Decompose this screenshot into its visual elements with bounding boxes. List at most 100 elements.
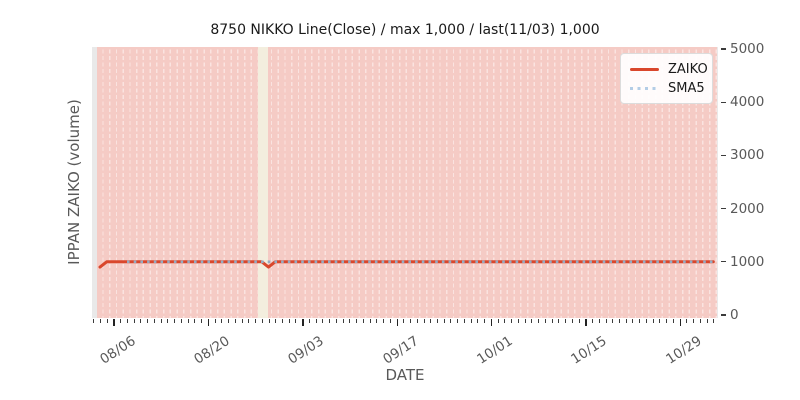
x-minor-tick-mark bbox=[706, 319, 708, 323]
y-tick-label: 5000 bbox=[730, 41, 765, 57]
x-minor-tick-mark bbox=[349, 319, 351, 323]
x-minor-tick-mark bbox=[160, 319, 162, 323]
x-minor-tick-mark bbox=[167, 319, 169, 323]
x-tick-label: 10/01 bbox=[474, 333, 516, 368]
y-tick-label: 4000 bbox=[730, 94, 765, 111]
x-minor-tick-mark bbox=[437, 319, 438, 323]
x-minor-tick-mark bbox=[645, 319, 647, 323]
x-major-tick-mark bbox=[113, 319, 115, 326]
x-minor-tick-mark bbox=[268, 319, 270, 323]
x-minor-tick-mark bbox=[463, 319, 465, 323]
x-minor-tick-mark bbox=[335, 319, 337, 323]
x-minor-tick-mark bbox=[120, 319, 122, 323]
x-minor-tick-mark bbox=[126, 319, 128, 323]
x-minor-tick-mark bbox=[416, 319, 418, 323]
x-minor-tick-mark bbox=[261, 319, 263, 323]
x-minor-tick-mark bbox=[632, 319, 634, 323]
x-minor-tick-mark bbox=[666, 319, 668, 323]
x-minor-tick-mark bbox=[180, 319, 182, 323]
x-minor-tick-mark bbox=[484, 319, 486, 323]
x-minor-tick-mark bbox=[693, 319, 695, 323]
x-minor-tick-mark bbox=[477, 319, 479, 323]
x-major-tick-mark bbox=[490, 319, 493, 326]
x-minor-tick-mark bbox=[383, 319, 385, 323]
x-minor-tick-mark bbox=[228, 319, 230, 323]
x-minor-tick-mark bbox=[275, 319, 277, 323]
x-minor-tick-mark bbox=[699, 319, 701, 323]
legend: ZAIKO SMA5 bbox=[620, 53, 713, 104]
x-minor-tick-mark bbox=[322, 319, 324, 323]
x-minor-tick-mark bbox=[517, 319, 519, 323]
zaiko-line-swatch-icon bbox=[630, 68, 659, 71]
x-minor-tick-mark bbox=[362, 319, 364, 323]
x-minor-tick-mark bbox=[376, 319, 378, 323]
x-minor-tick-mark bbox=[551, 319, 553, 323]
x-minor-tick-mark bbox=[558, 319, 560, 323]
daily-volume-bars bbox=[96, 47, 717, 318]
x-major-tick-mark bbox=[585, 319, 587, 326]
sma5-dotted-swatch-icon bbox=[630, 87, 659, 90]
x-minor-tick-mark bbox=[342, 319, 344, 323]
x-minor-tick-mark bbox=[443, 319, 445, 323]
y-tick-label: 2000 bbox=[730, 200, 765, 217]
x-minor-tick-mark bbox=[450, 319, 452, 323]
y-tick-mark bbox=[721, 261, 726, 263]
x-major-tick-mark bbox=[396, 319, 398, 326]
x-tick-label: 08/20 bbox=[191, 333, 233, 368]
x-minor-tick-mark bbox=[598, 319, 600, 323]
x-tick-label: 10/29 bbox=[663, 333, 705, 368]
x-minor-tick-mark bbox=[308, 319, 310, 323]
x-minor-tick-mark bbox=[605, 319, 607, 323]
legend-label-sma5: SMA5 bbox=[668, 81, 705, 96]
x-minor-tick-mark bbox=[201, 319, 203, 323]
plot-area bbox=[92, 47, 718, 318]
y-tick-mark bbox=[721, 48, 726, 50]
x-minor-tick-mark bbox=[241, 319, 243, 323]
y-tick-mark bbox=[721, 154, 726, 157]
x-minor-tick-mark bbox=[133, 319, 135, 323]
x-minor-tick-mark bbox=[578, 319, 580, 323]
x-minor-tick-mark bbox=[194, 319, 196, 323]
x-minor-tick-mark bbox=[140, 319, 142, 323]
x-minor-tick-mark bbox=[93, 319, 95, 323]
x-minor-tick-mark bbox=[511, 319, 513, 323]
y-axis-label: IPPAN ZAIKO (volume) bbox=[65, 99, 83, 265]
x-major-tick-mark bbox=[207, 319, 210, 326]
x-minor-tick-mark bbox=[497, 319, 499, 323]
x-minor-tick-mark bbox=[106, 319, 108, 323]
x-major-tick-mark bbox=[302, 319, 304, 326]
x-minor-tick-mark bbox=[423, 319, 425, 323]
x-minor-tick-mark bbox=[281, 319, 283, 323]
x-minor-tick-mark bbox=[639, 319, 641, 323]
x-minor-tick-mark bbox=[389, 319, 391, 323]
x-minor-tick-mark bbox=[214, 319, 216, 323]
x-minor-tick-mark bbox=[234, 319, 236, 323]
x-minor-tick-mark bbox=[153, 319, 155, 323]
x-minor-tick-mark bbox=[187, 319, 189, 323]
x-minor-tick-mark bbox=[659, 319, 661, 323]
x-minor-tick-mark bbox=[531, 319, 533, 323]
x-tick-label: 08/06 bbox=[96, 333, 139, 368]
x-minor-tick-mark bbox=[538, 319, 540, 323]
y-tick-label: 3000 bbox=[730, 147, 765, 164]
x-minor-tick-mark bbox=[612, 319, 614, 323]
x-minor-tick-mark bbox=[356, 319, 358, 323]
x-tick-label: 09/17 bbox=[379, 333, 422, 368]
x-minor-tick-mark bbox=[470, 319, 472, 323]
x-minor-tick-mark bbox=[248, 319, 250, 323]
no-data-gap-band bbox=[257, 47, 268, 318]
x-minor-tick-mark bbox=[174, 319, 176, 323]
x-minor-tick-mark bbox=[544, 319, 546, 323]
legend-item-zaiko: ZAIKO bbox=[621, 60, 712, 79]
y-tick-mark bbox=[721, 101, 726, 103]
x-minor-tick-mark bbox=[410, 319, 412, 323]
x-minor-tick-mark bbox=[592, 319, 594, 323]
x-minor-tick-mark bbox=[369, 319, 371, 323]
x-minor-tick-mark bbox=[403, 319, 405, 323]
x-minor-tick-mark bbox=[504, 319, 506, 323]
y-tick-mark bbox=[721, 207, 726, 210]
x-minor-tick-mark bbox=[625, 319, 627, 323]
x-minor-tick-mark bbox=[430, 319, 432, 323]
x-minor-tick-mark bbox=[255, 319, 257, 323]
x-tick-label: 10/15 bbox=[568, 333, 610, 368]
